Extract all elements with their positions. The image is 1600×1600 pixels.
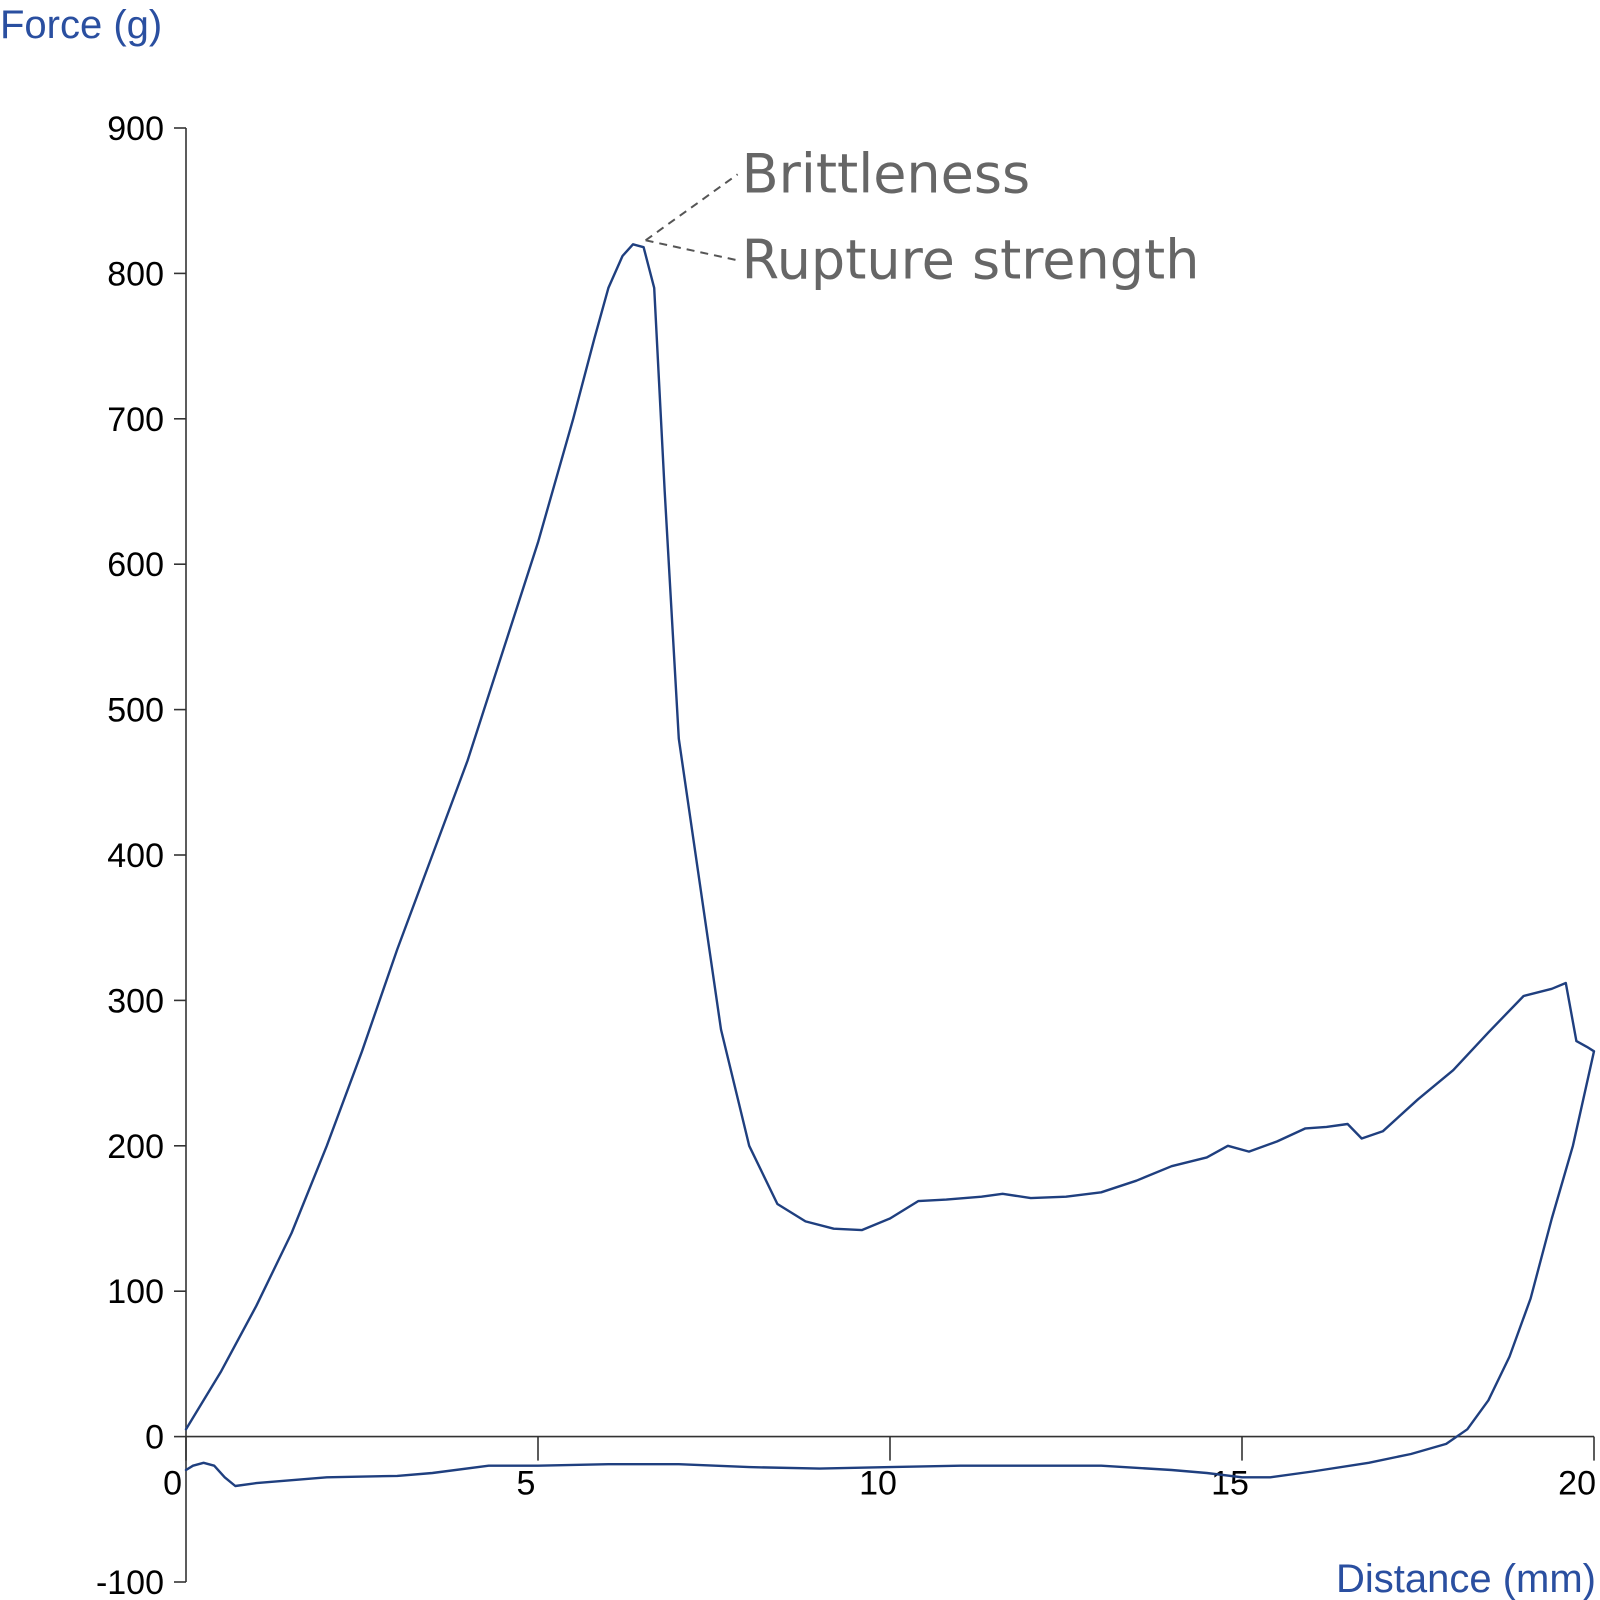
x-tick-label: 5 bbox=[517, 1465, 536, 1503]
y-ticks: 900 800 700 600 500 400 300 200 100 0 -100 bbox=[96, 110, 186, 1600]
series-line-force bbox=[184, 243, 1596, 1488]
annotation-leader bbox=[645, 239, 738, 262]
y-axis: 900 800 700 600 500 400 300 200 100 0 -100 bbox=[96, 110, 187, 1600]
y-tick-label: 600 bbox=[107, 546, 164, 584]
y-axis-title: Force (g) bbox=[0, 3, 162, 47]
annotation-label: Rupture strength bbox=[742, 228, 1200, 291]
annotation-leader bbox=[645, 173, 739, 242]
annotations: Brittleness Rupture strength bbox=[645, 142, 1200, 291]
y-tick-label: 900 bbox=[107, 110, 164, 148]
y-tick-label: 300 bbox=[107, 982, 164, 1020]
y-tick-label: -100 bbox=[96, 1564, 164, 1600]
x-tick-label: 20 bbox=[1558, 1465, 1596, 1503]
annotation-label: Brittleness bbox=[742, 142, 1031, 205]
x-ticks: 0 5 10 15 20 bbox=[163, 1436, 1596, 1503]
y-tick-label: 700 bbox=[107, 401, 164, 439]
y-tick-label: 400 bbox=[107, 837, 164, 875]
y-tick-label: 100 bbox=[107, 1273, 164, 1311]
x-tick-label: 0 bbox=[163, 1465, 182, 1503]
y-tick-label: 800 bbox=[107, 255, 164, 293]
y-tick-label: 200 bbox=[107, 1128, 164, 1166]
x-axis: 0 5 10 15 20 bbox=[163, 1435, 1596, 1503]
y-tick-label: 500 bbox=[107, 692, 164, 730]
y-tick-label: 0 bbox=[145, 1419, 164, 1457]
x-tick-label: 15 bbox=[1211, 1465, 1249, 1503]
x-axis-title: Distance (mm) bbox=[1336, 1557, 1596, 1600]
x-tick-label: 10 bbox=[859, 1465, 897, 1503]
